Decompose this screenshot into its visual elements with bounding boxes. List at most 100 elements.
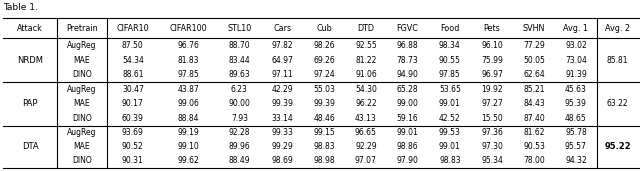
- Text: 63.22: 63.22: [607, 99, 628, 108]
- Text: 96.22: 96.22: [355, 99, 377, 108]
- Text: 43.13: 43.13: [355, 114, 377, 123]
- Text: 88.84: 88.84: [178, 114, 199, 123]
- Text: 54.30: 54.30: [355, 85, 377, 94]
- Text: 90.17: 90.17: [122, 99, 144, 108]
- Text: 97.90: 97.90: [397, 156, 419, 165]
- Text: 99.15: 99.15: [314, 128, 335, 137]
- Text: 81.22: 81.22: [355, 56, 376, 65]
- Text: CIFAR100: CIFAR100: [170, 24, 207, 33]
- Text: 42.29: 42.29: [271, 85, 293, 94]
- Text: Food: Food: [440, 24, 460, 33]
- Text: 87.50: 87.50: [122, 41, 144, 50]
- Text: 81.83: 81.83: [178, 56, 199, 65]
- Text: MAE: MAE: [74, 99, 90, 108]
- Text: 99.10: 99.10: [178, 142, 200, 151]
- Text: AugReg: AugReg: [67, 128, 97, 137]
- Text: PAP: PAP: [22, 99, 38, 108]
- Text: 59.16: 59.16: [397, 114, 419, 123]
- Text: Avg. 2: Avg. 2: [605, 24, 630, 33]
- Text: 90.53: 90.53: [523, 142, 545, 151]
- Text: 6.23: 6.23: [231, 85, 248, 94]
- Text: 99.62: 99.62: [178, 156, 200, 165]
- Text: 97.27: 97.27: [481, 99, 503, 108]
- Text: 73.04: 73.04: [565, 56, 587, 65]
- Text: Avg. 1: Avg. 1: [563, 24, 588, 33]
- Text: 85.21: 85.21: [524, 85, 545, 94]
- Text: 98.83: 98.83: [439, 156, 461, 165]
- Text: 95.22: 95.22: [604, 142, 631, 151]
- Text: 62.64: 62.64: [524, 70, 545, 79]
- Text: 97.85: 97.85: [439, 70, 461, 79]
- Text: SVHN: SVHN: [523, 24, 545, 33]
- Text: 97.24: 97.24: [314, 70, 335, 79]
- Text: Cars: Cars: [273, 24, 291, 33]
- Text: 97.11: 97.11: [271, 70, 293, 79]
- Text: Table 1.: Table 1.: [3, 3, 38, 12]
- Text: 90.00: 90.00: [228, 99, 250, 108]
- Text: 45.63: 45.63: [565, 85, 587, 94]
- Text: 95.57: 95.57: [565, 142, 587, 151]
- Text: 42.52: 42.52: [439, 114, 461, 123]
- Text: 96.97: 96.97: [481, 70, 503, 79]
- Text: NRDM: NRDM: [17, 56, 44, 65]
- Text: 95.39: 95.39: [565, 99, 587, 108]
- Text: 99.53: 99.53: [439, 128, 461, 137]
- Text: STL10: STL10: [227, 24, 252, 33]
- Text: MAE: MAE: [74, 142, 90, 151]
- Text: 81.62: 81.62: [524, 128, 545, 137]
- Text: 85.81: 85.81: [607, 56, 628, 65]
- Text: 98.83: 98.83: [314, 142, 335, 151]
- Text: 7.93: 7.93: [231, 114, 248, 123]
- Text: Cub: Cub: [317, 24, 332, 33]
- Text: 98.26: 98.26: [314, 41, 335, 50]
- Text: 97.82: 97.82: [271, 41, 293, 50]
- Text: 99.01: 99.01: [439, 142, 461, 151]
- Text: 54.34: 54.34: [122, 56, 144, 65]
- Text: 99.01: 99.01: [397, 128, 419, 137]
- Text: MAE: MAE: [74, 56, 90, 65]
- Text: 87.40: 87.40: [524, 114, 545, 123]
- Text: 90.55: 90.55: [439, 56, 461, 65]
- Text: 88.70: 88.70: [228, 41, 250, 50]
- Text: 78.00: 78.00: [524, 156, 545, 165]
- Text: 95.34: 95.34: [481, 156, 503, 165]
- Text: DINO: DINO: [72, 114, 92, 123]
- Text: 97.30: 97.30: [481, 142, 503, 151]
- Text: 99.00: 99.00: [397, 99, 419, 108]
- Text: DTA: DTA: [22, 142, 38, 151]
- Text: 48.65: 48.65: [565, 114, 587, 123]
- Text: 91.06: 91.06: [355, 70, 377, 79]
- Text: 97.36: 97.36: [481, 128, 503, 137]
- Text: 88.61: 88.61: [122, 70, 143, 79]
- Text: 15.50: 15.50: [481, 114, 503, 123]
- Text: 99.33: 99.33: [271, 128, 293, 137]
- Text: 89.96: 89.96: [228, 142, 250, 151]
- Text: 93.69: 93.69: [122, 128, 144, 137]
- Text: 48.46: 48.46: [314, 114, 335, 123]
- Text: 83.44: 83.44: [228, 56, 250, 65]
- Text: 92.28: 92.28: [228, 128, 250, 137]
- Text: 99.39: 99.39: [314, 99, 335, 108]
- Text: 92.29: 92.29: [355, 142, 377, 151]
- Text: 50.05: 50.05: [523, 56, 545, 65]
- Text: FGVC: FGVC: [397, 24, 419, 33]
- Text: 30.47: 30.47: [122, 85, 144, 94]
- Text: 64.97: 64.97: [271, 56, 293, 65]
- Text: 78.73: 78.73: [397, 56, 419, 65]
- Text: 98.34: 98.34: [439, 41, 461, 50]
- Text: DTD: DTD: [357, 24, 374, 33]
- Text: Pets: Pets: [484, 24, 500, 33]
- Text: AugReg: AugReg: [67, 41, 97, 50]
- Text: 98.69: 98.69: [271, 156, 293, 165]
- Text: 53.65: 53.65: [439, 85, 461, 94]
- Text: 19.92: 19.92: [481, 85, 503, 94]
- Text: 91.39: 91.39: [565, 70, 587, 79]
- Text: 94.90: 94.90: [397, 70, 419, 79]
- Text: 88.49: 88.49: [228, 156, 250, 165]
- Text: 33.14: 33.14: [271, 114, 293, 123]
- Text: 96.65: 96.65: [355, 128, 377, 137]
- Text: 77.29: 77.29: [524, 41, 545, 50]
- Text: 90.31: 90.31: [122, 156, 144, 165]
- Text: 43.87: 43.87: [178, 85, 200, 94]
- Text: 92.55: 92.55: [355, 41, 377, 50]
